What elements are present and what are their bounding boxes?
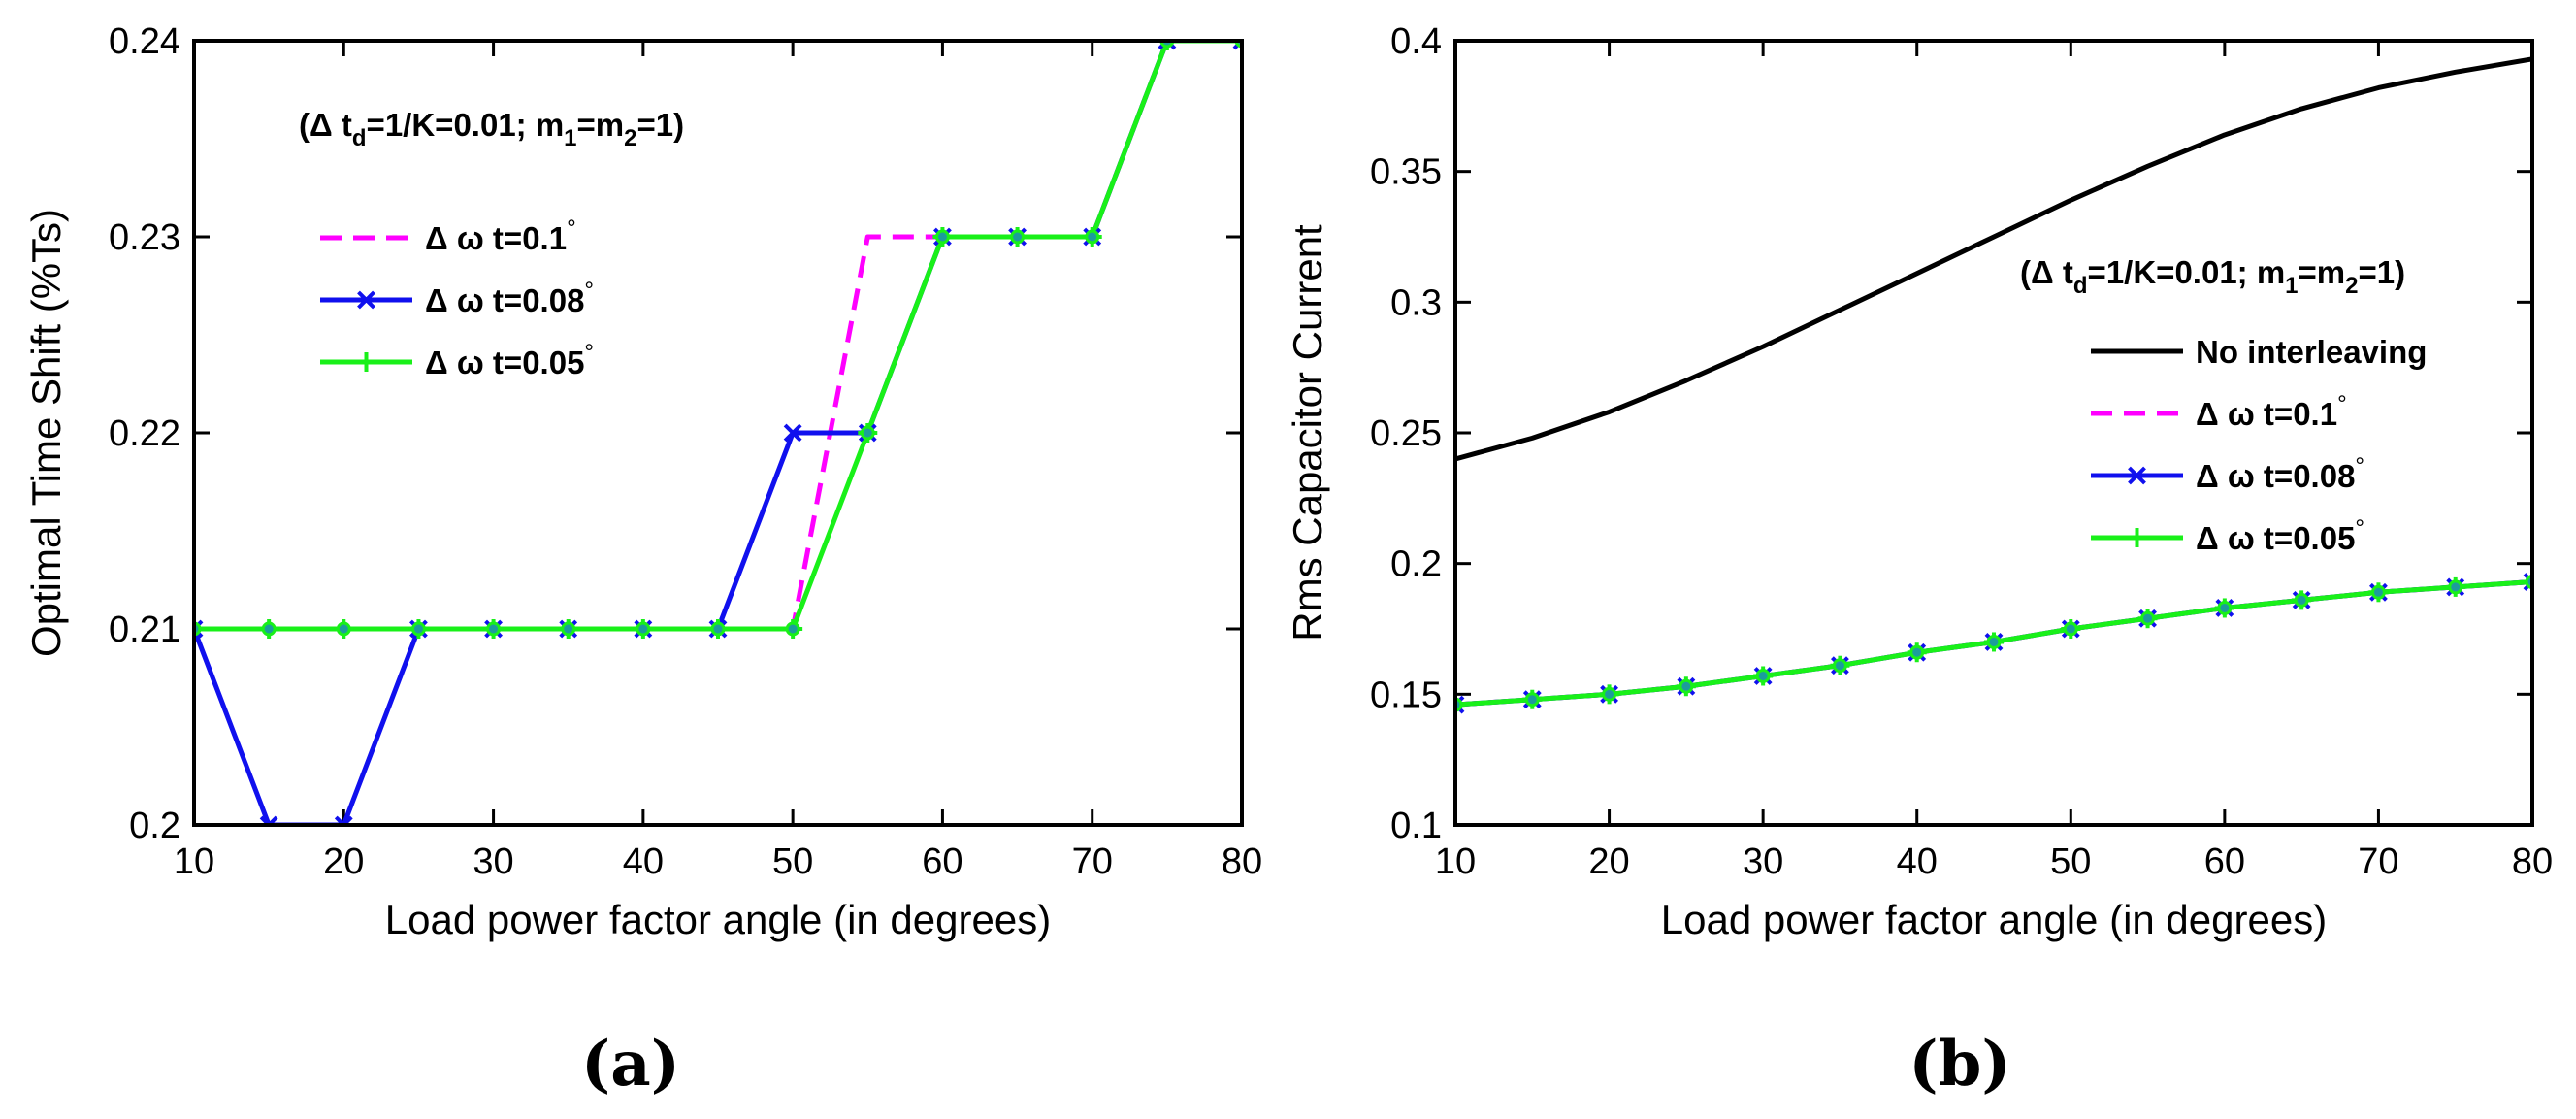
legend-label: Δ ω t=0.1°	[2196, 391, 2347, 432]
legend-entry: No interleaving	[2091, 334, 2427, 370]
y-tick-label: 0.2	[129, 806, 180, 846]
data-point-b-1	[259, 815, 278, 825]
data-point-c-8	[783, 619, 803, 639]
x-tick-label: 40	[1897, 841, 1938, 882]
data-point-d-5	[1830, 655, 1850, 675]
x-tick-label: 80	[1222, 841, 1262, 882]
x-axis-label: Load power factor angle (in degrees)	[385, 897, 1051, 942]
data-point-c-14	[2523, 573, 2532, 591]
data-point-d-9	[2137, 609, 2158, 629]
legend-marker	[356, 352, 376, 372]
x-tick-label: 60	[922, 841, 962, 882]
data-point-b-0	[194, 619, 204, 639]
data-point-c-11	[1007, 227, 1027, 247]
x-tick-label: 20	[1588, 841, 1629, 882]
x-tick-label: 50	[772, 841, 813, 882]
legend-label: Δ ω t=0.1°	[425, 215, 576, 256]
legend-entry: Δ ω t=0.05°	[2091, 515, 2364, 556]
data-point-b-8	[783, 423, 802, 443]
y-tick-label: 0.15	[1370, 675, 1442, 715]
data-point-d-8	[2061, 619, 2081, 639]
x-axis-label: Load power factor angle (in degrees)	[1661, 897, 2327, 942]
data-point-d-12	[2368, 582, 2389, 603]
series-line-no-interleaving	[1455, 56, 2532, 462]
legend-entry: Δ ω t=0.05°	[320, 340, 594, 380]
legend-label: No interleaving	[2196, 334, 2427, 370]
legend-label: Δ ω t=0.05°	[2196, 515, 2364, 556]
x-tick-label: 30	[473, 841, 513, 882]
legend-label: Δ ω t=0.08°	[2196, 453, 2364, 494]
legend-entry: Δ ω t=0.08°	[2091, 453, 2364, 494]
data-point-c-3	[408, 619, 429, 639]
y-tick-label: 0.24	[109, 21, 180, 62]
x-tick-label: 20	[323, 841, 364, 882]
y-tick-label: 0.23	[109, 217, 180, 258]
y-axis-label: Rms Capacitor Current	[1285, 224, 1330, 642]
y-tick-label: 0.4	[1390, 21, 1442, 62]
data-point-d-4	[1753, 666, 1774, 686]
y-tick-label: 0.21	[109, 609, 180, 650]
data-point-c-4	[483, 619, 504, 639]
x-tick-label: 10	[174, 841, 214, 882]
data-point-c-2	[334, 619, 354, 639]
data-point-c-6	[633, 619, 653, 639]
data-point-c-7	[708, 619, 728, 639]
plot-area	[1455, 41, 2532, 825]
x-tick-label: 70	[2358, 841, 2398, 882]
x-tick-label: 10	[1435, 841, 1476, 882]
data-point-c-1	[259, 619, 279, 639]
y-tick-label: 0.22	[109, 413, 180, 454]
data-point-d-7	[1984, 632, 2004, 652]
data-point-d-13	[2445, 576, 2465, 597]
plot-frame	[192, 39, 1244, 827]
x-tick-label: 70	[1072, 841, 1113, 882]
x-tick-label: 80	[2512, 841, 2553, 882]
legend-entry: Δ ω t=0.1°	[320, 215, 576, 256]
y-tick-label: 0.1	[1390, 806, 1442, 846]
legend-marker	[2127, 528, 2147, 547]
x-tick-label: 50	[2050, 841, 2091, 882]
chart-panel-a: 10 20 30 40 50 60 70 80 0.2 0.21 0.22 0.23 0.24 Load …	[23, 21, 1262, 1101]
x-tick-label: 40	[623, 841, 664, 882]
legend-marker	[2128, 466, 2146, 485]
legend-label: Δ ω t=0.08°	[425, 278, 594, 318]
chart-panel-b: 10 20 30 40 50 60 70 80 0.1 0.15 0.2 0.25 0.3 0.35 0.4…	[1285, 21, 2553, 1101]
plot-frame	[1453, 39, 2534, 827]
x-tick-label: 60	[2204, 841, 2245, 882]
legend-marker	[357, 290, 375, 310]
legend-entry: Δ ω t=0.1°	[2091, 391, 2347, 432]
data-point-b-2	[334, 815, 353, 825]
data-point-c-5	[558, 619, 578, 639]
y-tick-label: 0.3	[1390, 282, 1442, 323]
parameter-annotation: (Δ td=1/K=0.01; m1=m2=1)	[2020, 254, 2405, 299]
y-tick-label: 0.35	[1370, 152, 1442, 193]
parameter-annotation: (Δ td=1/K=0.01; m1=m2=1)	[299, 107, 684, 151]
data-point-d-11	[2292, 590, 2312, 610]
data-point-d-3	[1676, 676, 1696, 697]
legend-entry: Δ ω t=0.08°	[320, 278, 594, 318]
data-point-b-13	[1158, 41, 1177, 50]
data-point-c-12	[1082, 227, 1102, 247]
x-tick-label: 30	[1743, 841, 1783, 882]
data-point-c-10	[932, 227, 953, 247]
data-point-c-9	[858, 423, 878, 443]
data-point-d-6	[1907, 642, 1927, 663]
series-layer	[1455, 56, 2532, 715]
data-point-d-1	[1522, 689, 1543, 709]
data-point-d-10	[2214, 598, 2234, 618]
panel-label: (b)	[1908, 1028, 2010, 1101]
data-point-b-14	[1232, 41, 1242, 50]
series-layer	[194, 41, 1242, 825]
y-axis-label: Optimal Time Shift (%Ts)	[23, 209, 69, 657]
panel-label: (a)	[581, 1028, 680, 1101]
y-tick-label: 0.2	[1390, 544, 1442, 585]
legend-label: Δ ω t=0.05°	[425, 340, 594, 380]
plot-area	[194, 41, 1242, 825]
data-point-c-0	[1455, 695, 1465, 714]
y-tick-label: 0.25	[1370, 413, 1442, 454]
data-point-d-2	[1599, 684, 1619, 705]
